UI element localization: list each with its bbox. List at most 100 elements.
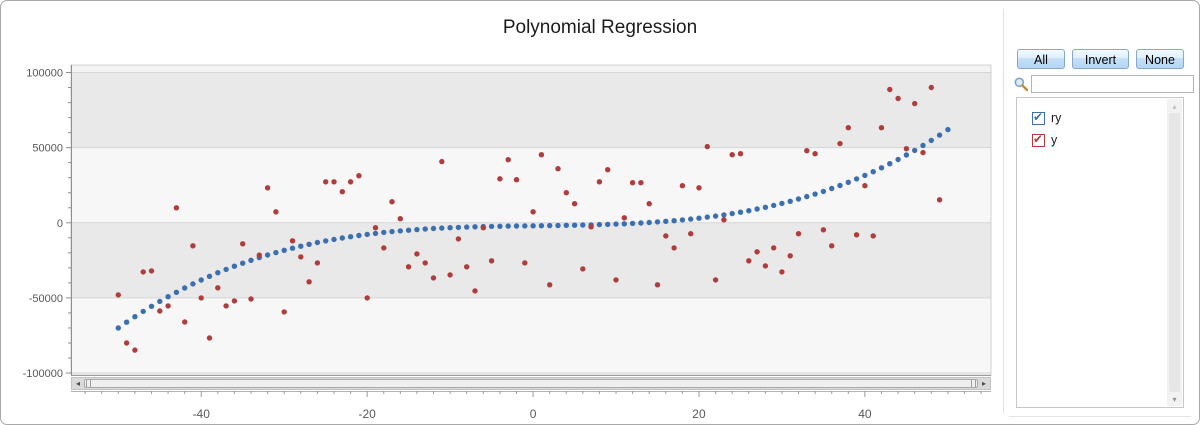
scroll-right-icon[interactable]: ▸ (978, 378, 990, 389)
invert-selection-button[interactable]: Invert (1072, 49, 1129, 69)
data-point-ry (737, 209, 744, 215)
data-point-ry (663, 218, 669, 224)
data-point-y (621, 215, 627, 221)
legend-item-y[interactable]: y (1032, 129, 1183, 151)
data-point-y (679, 183, 686, 189)
data-point-y (853, 232, 860, 238)
data-point-ry (679, 217, 686, 223)
series-list-items: ry y (1017, 98, 1183, 151)
scroll-left-icon[interactable]: ◂ (72, 378, 84, 389)
data-point-y (190, 243, 196, 249)
data-point-y (837, 140, 843, 147)
series-filter-row (1013, 75, 1194, 93)
data-point-y (920, 149, 926, 156)
legend-label-ry: ry (1051, 111, 1062, 125)
data-point-y (787, 253, 793, 259)
panel-separator (1003, 9, 1004, 413)
data-point-ry (455, 224, 462, 231)
data-point-y (223, 303, 229, 309)
data-point-ry (688, 216, 694, 222)
y-axis-ticks: 100000 50000 0 -50000 -100000 (23, 68, 71, 380)
data-point-y (721, 217, 727, 223)
data-point-ry (795, 196, 802, 202)
plot-horizontal-scrollbar[interactable]: ◂ ▸ (71, 377, 991, 390)
series-control-panel: All Invert None ry y ▴ (1009, 49, 1194, 417)
data-point-ry (497, 223, 503, 229)
data-point-ry (123, 319, 130, 325)
data-point-ry (812, 191, 818, 197)
series-filter-input[interactable] (1031, 75, 1194, 93)
data-point-y (422, 260, 428, 266)
data-point-ry (430, 225, 437, 232)
series-list: ry y ▴ ▾ (1016, 97, 1184, 408)
data-point-ry (820, 188, 827, 195)
scroll-up-icon[interactable]: ▴ (1172, 101, 1177, 111)
data-point-ry (364, 231, 370, 238)
series-ry (115, 126, 951, 331)
data-point-y (455, 236, 462, 242)
data-point-ry (762, 204, 769, 210)
data-point-y (903, 146, 910, 152)
data-point-y (547, 282, 553, 288)
legend-item-ry[interactable]: ry (1032, 107, 1183, 129)
data-point-ry (215, 270, 221, 276)
plot-band (71, 297, 991, 374)
data-point-ry (148, 303, 155, 309)
data-point-ry (704, 214, 710, 220)
data-point-ry (605, 221, 611, 228)
data-point-ry (696, 215, 702, 221)
plot-band (71, 222, 991, 298)
data-point-y (762, 263, 769, 269)
data-point-y (887, 86, 893, 93)
data-point-y (240, 241, 246, 247)
data-point-y (804, 148, 810, 154)
data-point-y (878, 125, 885, 131)
data-point-y (414, 251, 420, 257)
data-point-ry (920, 142, 926, 149)
data-point-y (712, 277, 719, 283)
checkbox-y[interactable] (1032, 132, 1045, 147)
list-vertical-scrollbar[interactable]: ▴ ▾ (1167, 99, 1182, 406)
data-point-ry (779, 200, 785, 207)
select-all-button[interactable]: All (1017, 49, 1065, 69)
chart-canvas: 100000 50000 0 -50000 -100000 -40 -20 0 20 40 (23, 64, 992, 421)
data-point-ry (397, 228, 403, 234)
data-point-ry (347, 234, 354, 240)
y-tick-label: -100000 (23, 368, 63, 380)
data-point-y (339, 189, 345, 195)
horizontal-scrollbar-thumb[interactable] (84, 379, 978, 388)
scroll-down-icon[interactable]: ▾ (1172, 394, 1177, 404)
vertical-scrollbar-thumb[interactable] (1169, 113, 1180, 392)
checkbox-ry[interactable] (1032, 110, 1045, 125)
data-point-ry (945, 126, 951, 133)
data-point-y (671, 245, 677, 251)
data-point-ry (505, 223, 511, 229)
data-point-y (820, 227, 827, 233)
data-point-ry (190, 281, 196, 287)
select-none-button[interactable]: None (1136, 49, 1184, 69)
data-point-y (928, 84, 934, 91)
data-point-y (605, 167, 611, 173)
data-point-ry (895, 156, 901, 163)
data-point-ry (746, 208, 752, 214)
y-tick-label: 50000 (32, 143, 63, 155)
data-point-y (845, 125, 851, 131)
data-point-ry (173, 289, 180, 295)
data-point-ry (878, 165, 885, 171)
data-point-ry (464, 224, 470, 230)
data-point-ry (314, 239, 321, 246)
data-point-y (289, 238, 296, 244)
data-point-ry (306, 241, 312, 247)
plot-band (71, 373, 991, 375)
series-y (115, 84, 943, 353)
x-tick-label: 0 (530, 407, 537, 421)
data-point-y (488, 258, 495, 264)
data-point-y (173, 205, 180, 211)
data-point-y (314, 260, 321, 266)
legend-label-y: y (1051, 133, 1058, 147)
plot-band (71, 72, 991, 148)
data-point-ry (488, 223, 495, 230)
data-point-ry (356, 232, 362, 239)
data-point-y (198, 295, 204, 301)
